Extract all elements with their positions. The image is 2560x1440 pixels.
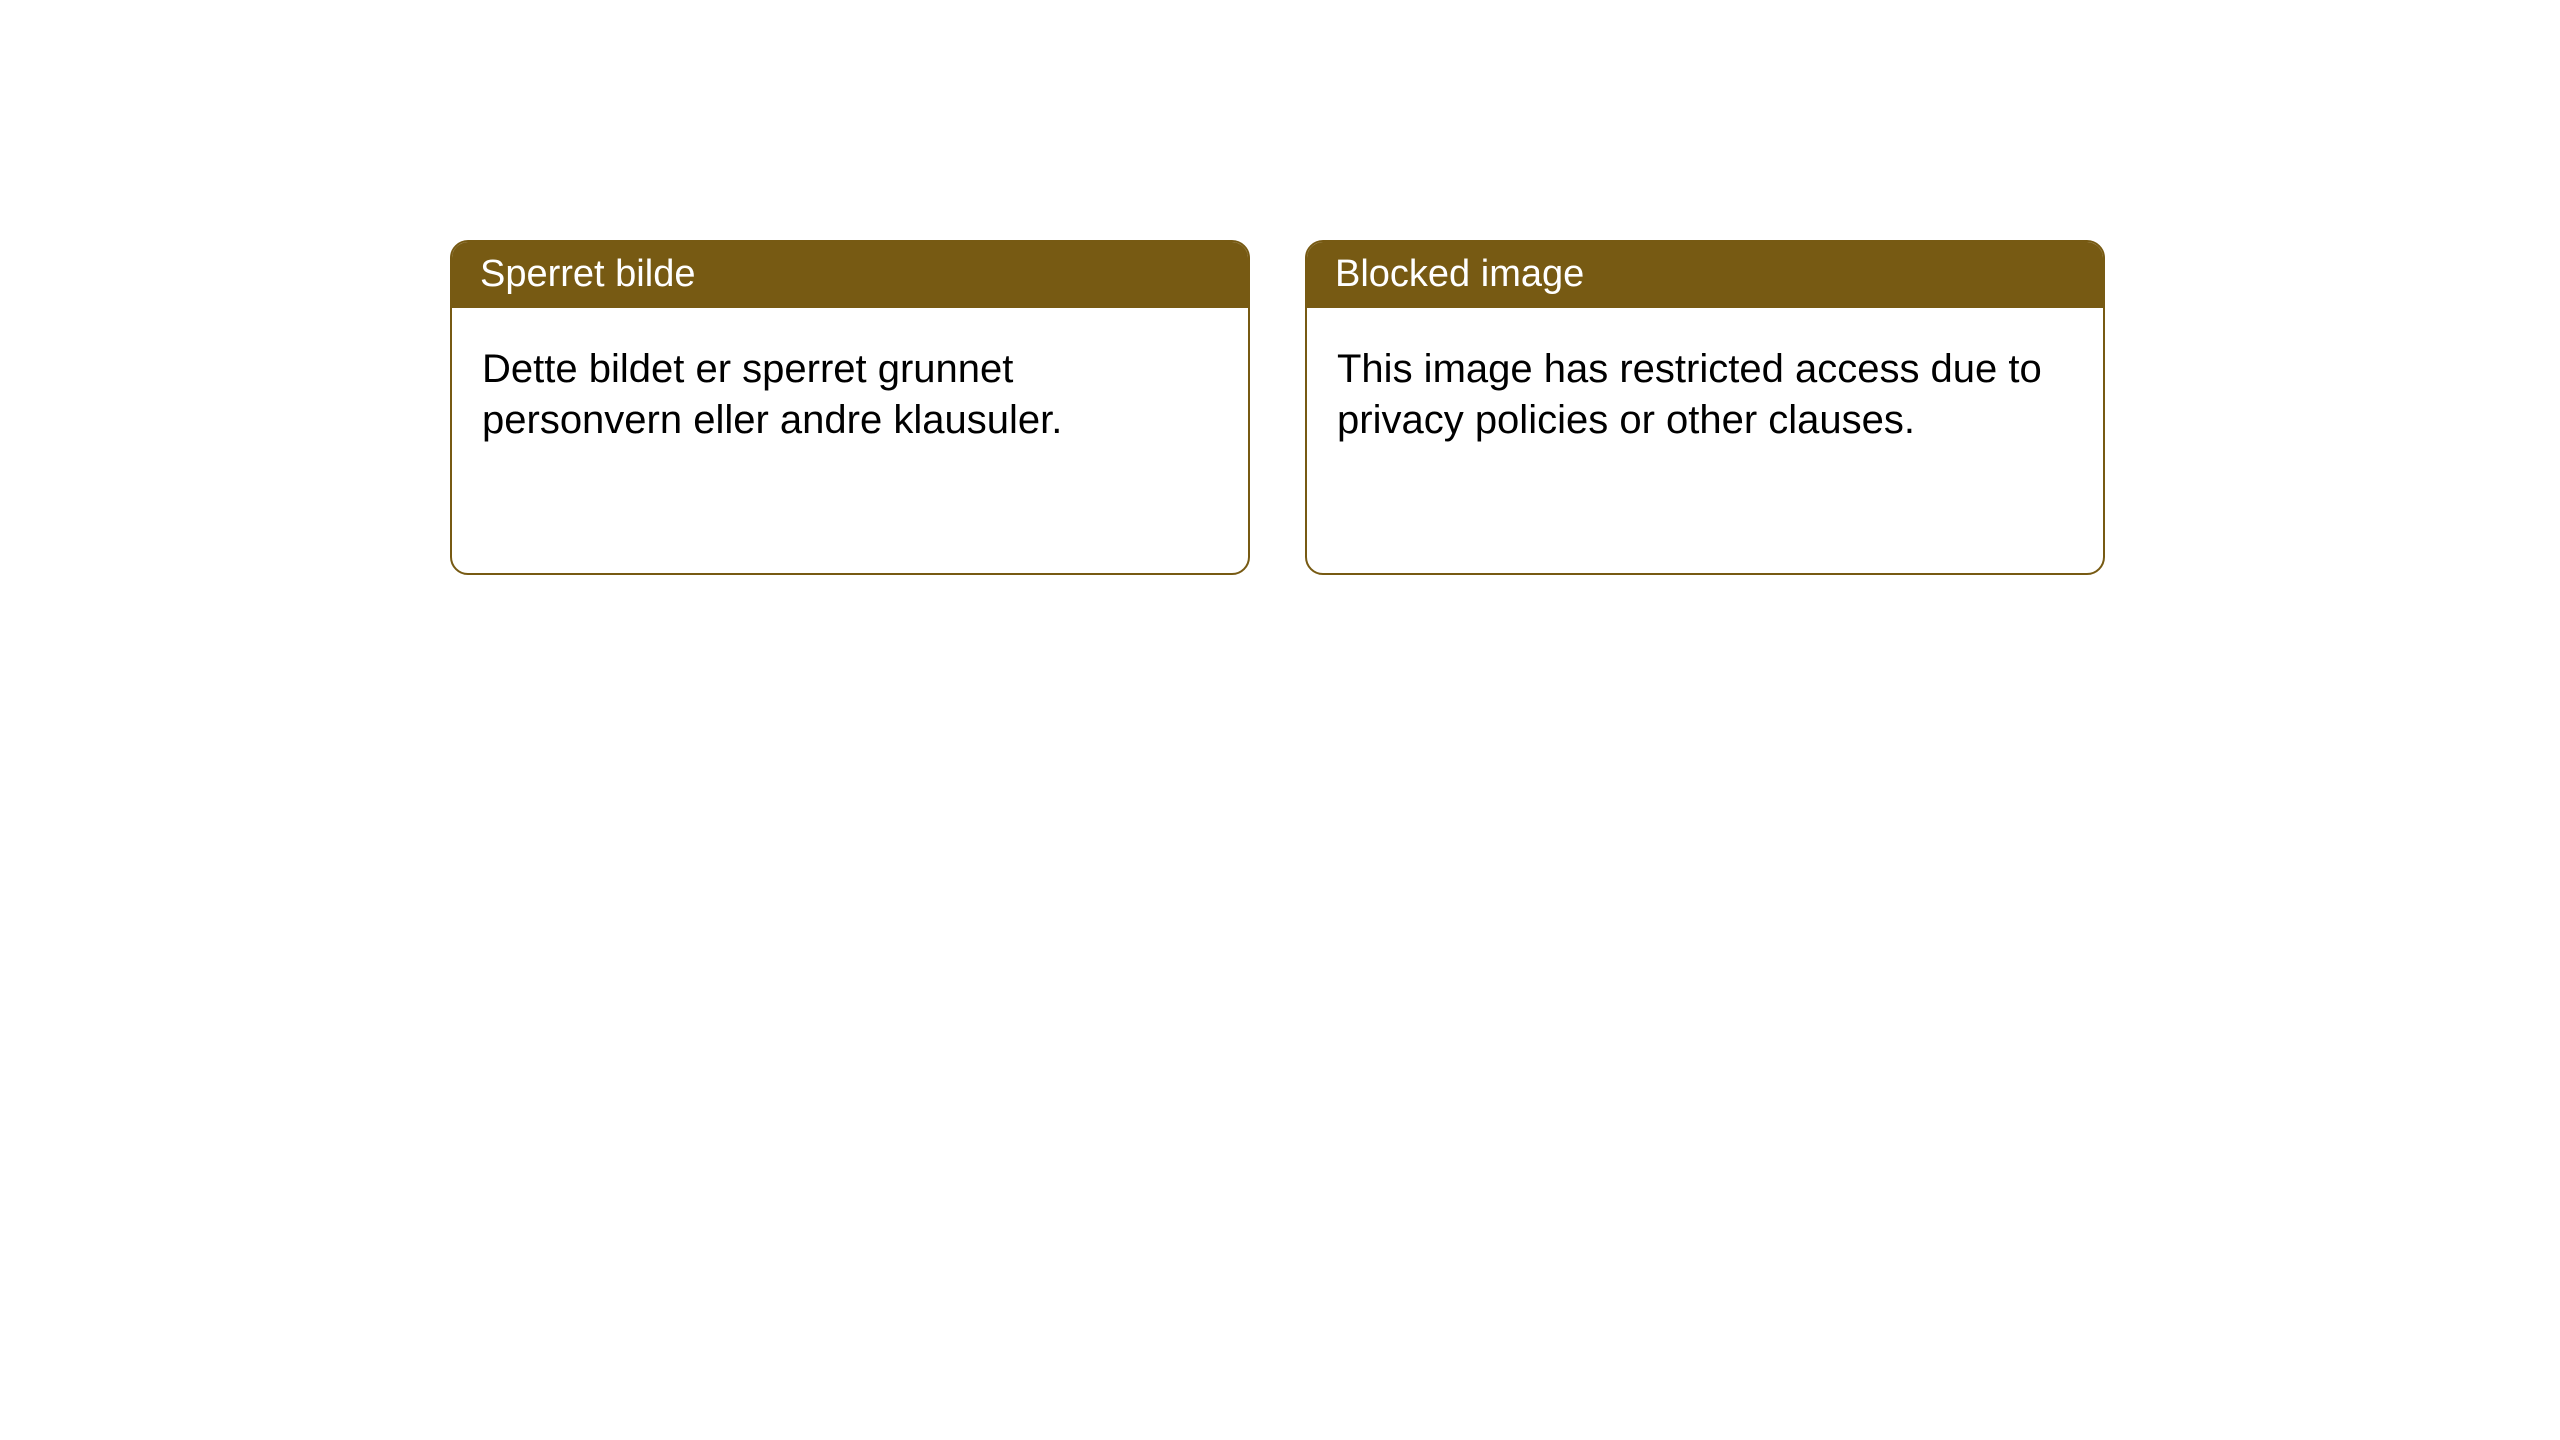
notice-header-english: Blocked image bbox=[1307, 242, 2103, 308]
notice-box-norwegian: Sperret bilde Dette bildet er sperret gr… bbox=[450, 240, 1250, 575]
notice-body-norwegian: Dette bildet er sperret grunnet personve… bbox=[452, 308, 1248, 482]
notice-text: This image has restricted access due to … bbox=[1337, 347, 2042, 442]
notice-box-english: Blocked image This image has restricted … bbox=[1305, 240, 2105, 575]
notice-text: Dette bildet er sperret grunnet personve… bbox=[482, 347, 1062, 442]
notice-container: Sperret bilde Dette bildet er sperret gr… bbox=[450, 240, 2110, 575]
notice-title: Blocked image bbox=[1335, 253, 1584, 295]
notice-title: Sperret bilde bbox=[480, 253, 695, 295]
notice-body-english: This image has restricted access due to … bbox=[1307, 308, 2103, 482]
notice-header-norwegian: Sperret bilde bbox=[452, 242, 1248, 308]
